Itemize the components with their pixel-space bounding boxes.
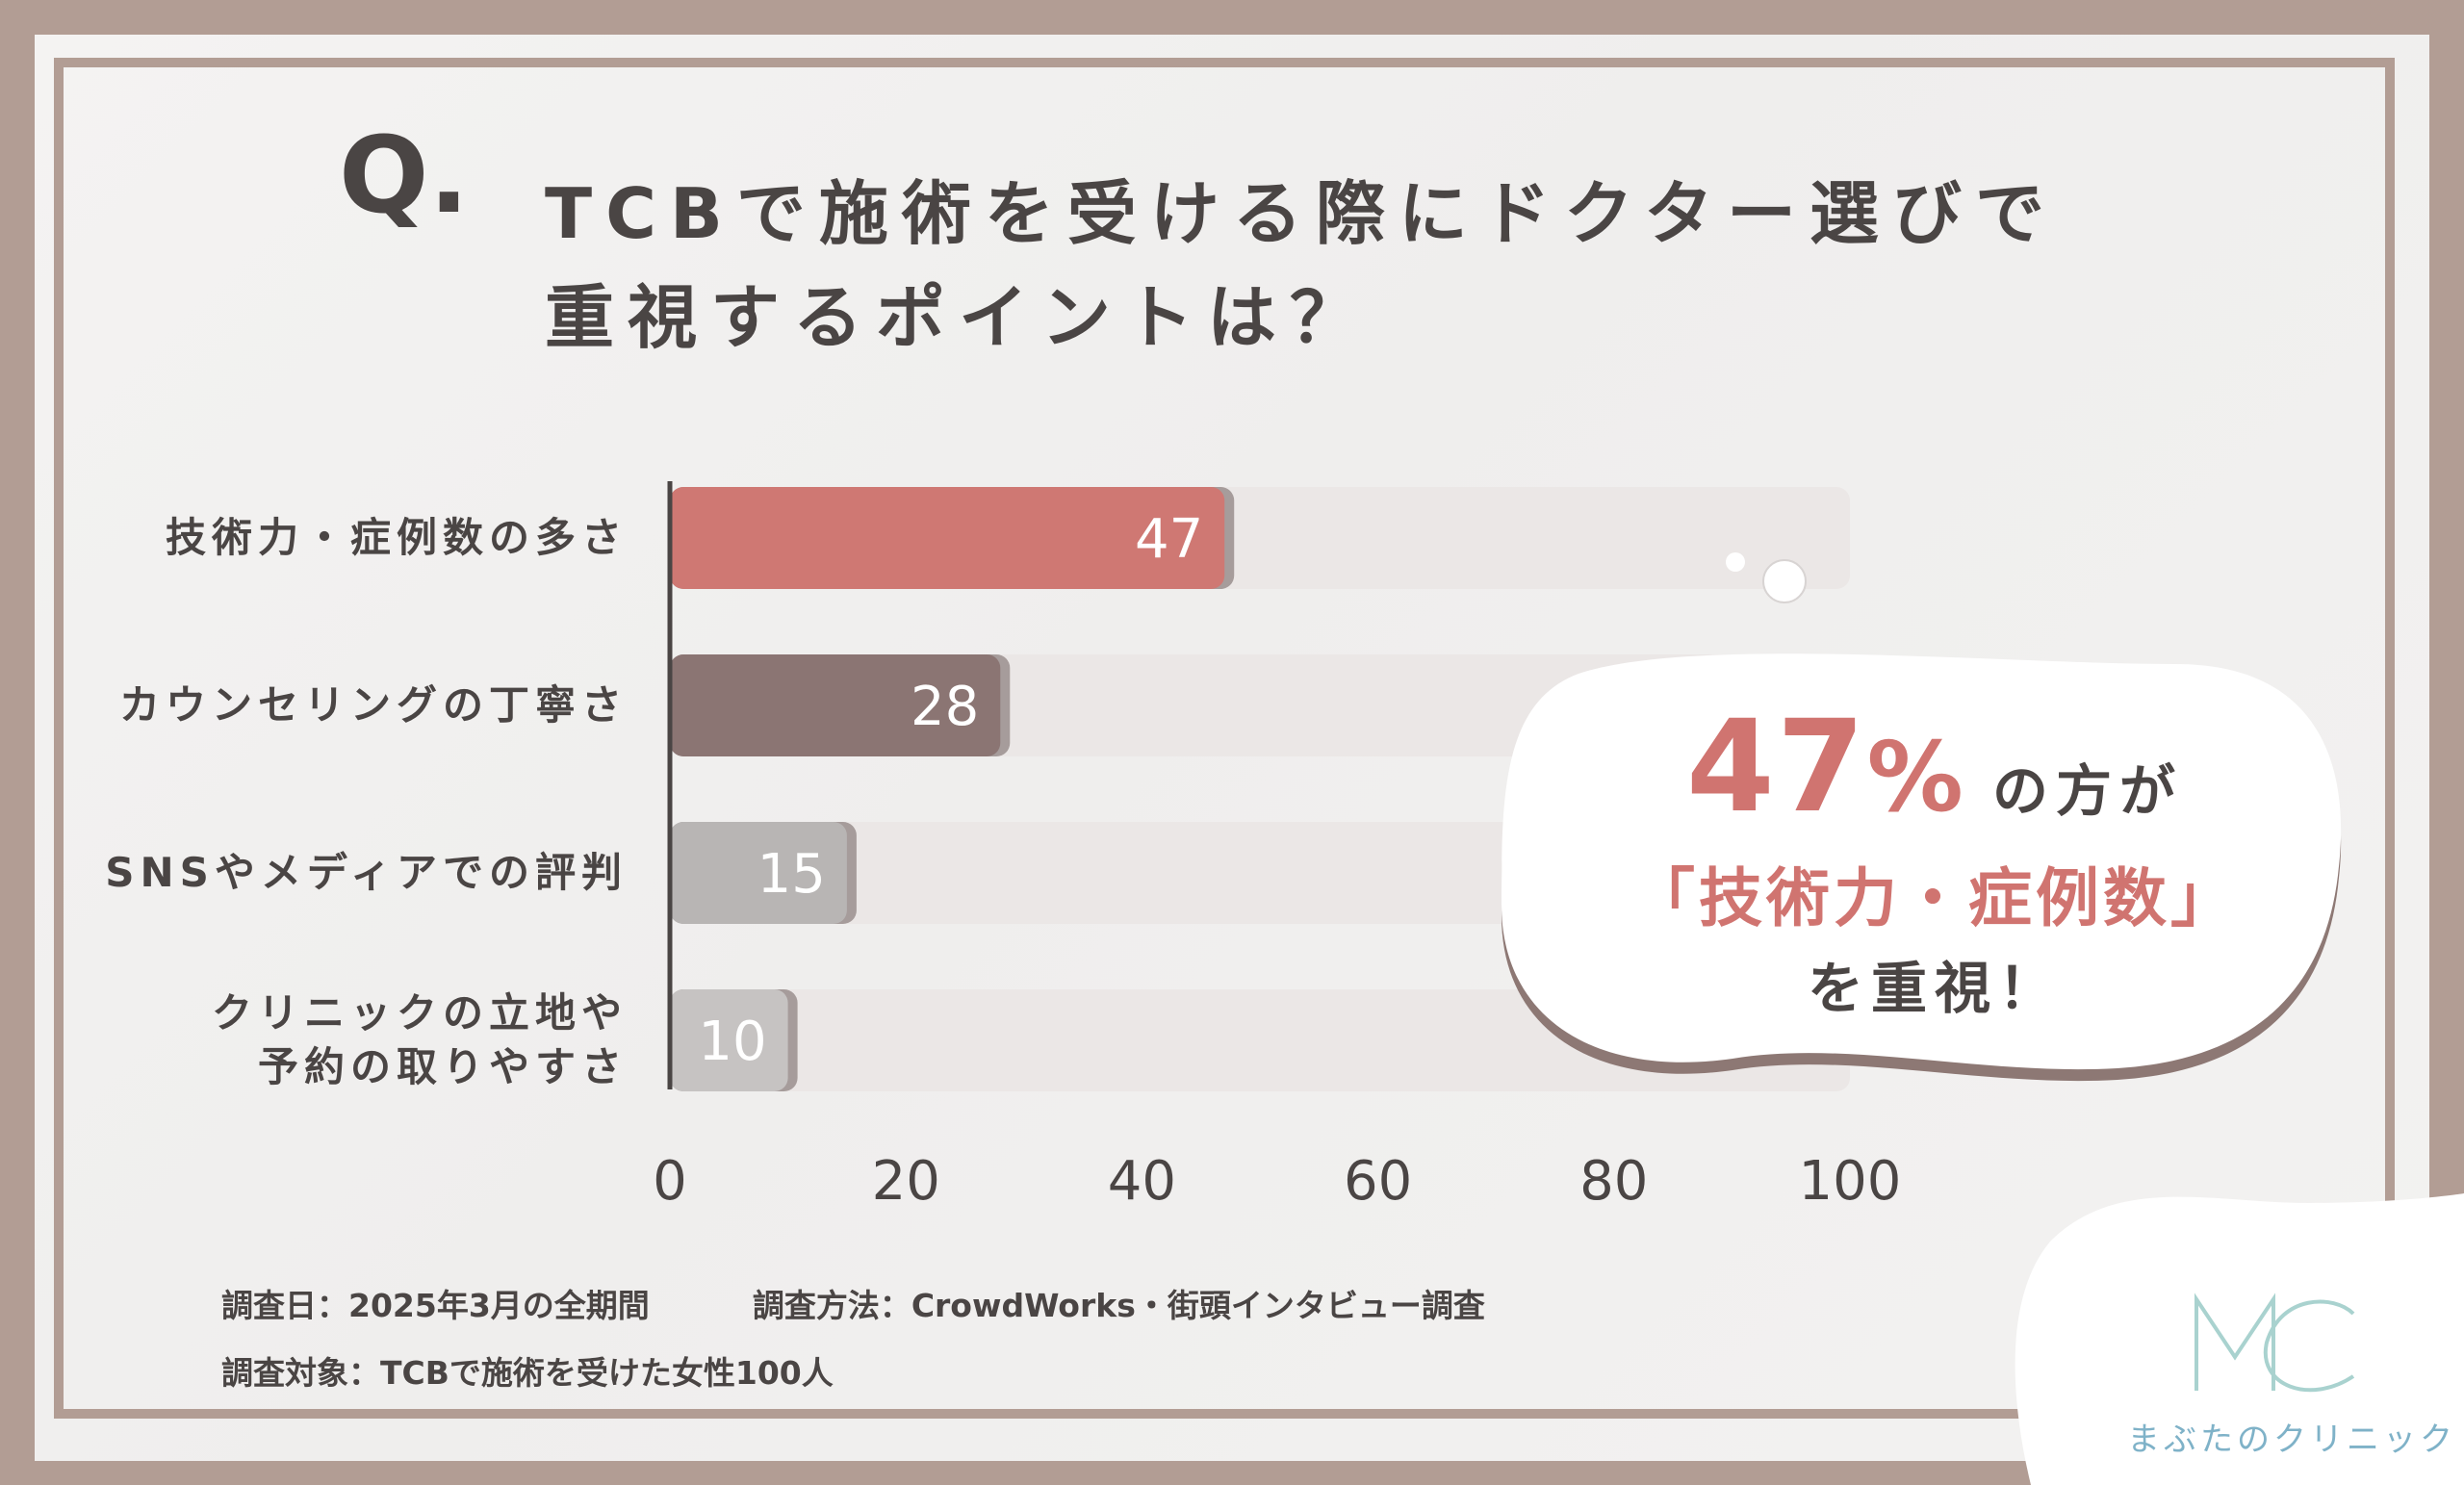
x-tick-label: 20 bbox=[872, 1150, 940, 1213]
footer-row-1: 調査日：2025年3月の全期間 調査方法：CrowdWorks・街頭インタビュー… bbox=[221, 1280, 1485, 1326]
callout: 47% の方が 「技術力・症例数」 を重視！ bbox=[1511, 693, 2358, 1024]
logo-backdrop bbox=[2015, 1193, 2464, 1485]
decor-dot-small bbox=[1726, 552, 1745, 572]
title-line-2: 重視するポイントは？ bbox=[545, 277, 1373, 358]
page-title: TCBで施術を受ける際にドクター選びで 重視するポイントは？ bbox=[545, 162, 2181, 370]
x-tick-label: 80 bbox=[1579, 1150, 1648, 1213]
title-line-1: TCBで施術を受ける際にドクター選びで bbox=[545, 173, 2058, 254]
callout-highlight: 「技術力・症例数」 bbox=[1631, 861, 2238, 935]
category-label: 予約の取りやすさ bbox=[258, 1043, 628, 1090]
x-tick-label: 40 bbox=[1108, 1150, 1176, 1213]
logo-name: まぶたのクリニック bbox=[2127, 1421, 2456, 1459]
bar-value-label: 28 bbox=[911, 676, 979, 738]
callout-bubble bbox=[1502, 653, 2342, 1070]
bar-value-label: 15 bbox=[757, 843, 826, 906]
x-tick-label: 0 bbox=[653, 1150, 687, 1213]
callout-line-1: 47% の方が bbox=[1511, 693, 2358, 841]
category-label: 技術力・症例数の多さ bbox=[166, 514, 628, 561]
bar bbox=[670, 487, 1225, 589]
bar-value-label: 47 bbox=[1135, 508, 1203, 571]
logo-mark bbox=[2194, 1293, 2355, 1393]
category-label: カウンセリングの丁寧さ bbox=[119, 681, 628, 729]
survey-date: 調査日：2025年3月の全期間 bbox=[221, 1287, 650, 1324]
survey-method: 調査方法：CrowdWorks・街頭インタビュー調査 bbox=[752, 1287, 1485, 1324]
callout-percent: 47 bbox=[1685, 693, 1867, 841]
question-mark: Q. bbox=[339, 114, 470, 237]
callout-percent-sign: % bbox=[1866, 721, 1965, 833]
x-tick-label: 60 bbox=[1344, 1150, 1412, 1213]
category-label: クリニックの立地や bbox=[212, 989, 628, 1037]
decor-dot-large bbox=[1762, 559, 1807, 603]
survey-target: 調査対象：TCBで施術を受けた女性100人 bbox=[221, 1354, 834, 1392]
bar bbox=[670, 989, 788, 1091]
bar-value-label: 10 bbox=[698, 1011, 766, 1073]
category-label: SNSやメディアでの評判 bbox=[105, 849, 628, 896]
callout-suffix: の方が bbox=[1992, 758, 2184, 824]
x-tick-label: 100 bbox=[1799, 1150, 1902, 1213]
bar bbox=[670, 654, 1001, 756]
bar bbox=[670, 822, 847, 924]
inner-frame bbox=[54, 58, 2395, 1419]
callout-tail: を重視！ bbox=[1807, 956, 2062, 1021]
